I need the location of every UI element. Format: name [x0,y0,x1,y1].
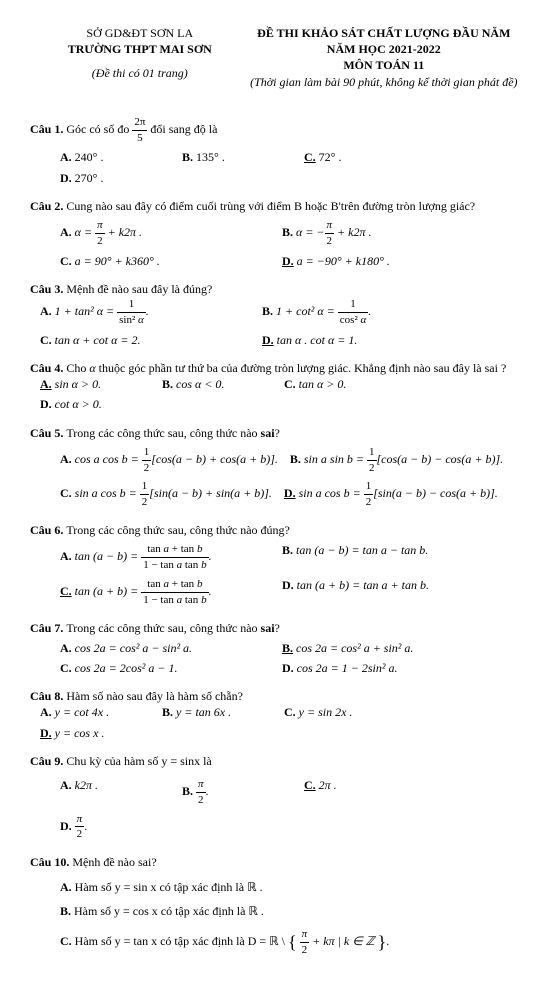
q1-text-a: Góc có số đo [66,122,132,136]
q8-opt-c: C. y = sin 2x . [284,704,394,720]
q7-opt-c: C. cos 2a = 2cos² a − 1. [60,660,270,676]
q1-label: Câu 1. [30,122,66,136]
question-5: Câu 5. Trong các công thức sau, công thứ… [30,425,518,515]
q10-text: Mệnh đề nào sai? [72,855,156,869]
q10-opt-b: B. Hàm số y = cos x có tập xác định là ℝ… [60,903,518,919]
q7-label: Câu 7. [30,621,66,635]
q5-opt-d: D. sin a cos b = 12[sin(a − b) − cos(a +… [284,479,498,510]
q7-opt-b: B. cos 2a = cos² a + sin² a. [282,640,492,656]
q4-opt-a: A. sin α > 0. [40,376,150,392]
q1-opt-a: A. 240° . [60,149,170,165]
q8-text: Hàm số nào sau đây là hàm số chẵn? [66,689,243,703]
province: SỞ GD&ĐT SƠN LA [30,25,250,41]
q7-text-a: Trong các công thức sau, công thức nào [66,621,260,635]
question-4: Câu 4. Cho α thuộc góc phần tư thứ ba củ… [30,360,518,417]
q3-opt-c: C. tan α + cot α = 2. [40,332,250,348]
q1-text-b: đổi sang độ là [150,122,217,136]
q1-opt-d: D. 270° . [60,170,170,186]
q8-opt-d: D. y = cos x . [40,725,150,741]
question-10: Câu 10. Mệnh đề nào sai? A. Hàm số y = s… [30,854,518,957]
q10-label: Câu 10. [30,855,72,869]
exam-title: ĐỀ THI KHẢO SÁT CHẤT LƯỢNG ĐẦU NĂM [250,25,518,41]
q1-fraction: 2π5 [132,115,147,146]
q6-label: Câu 6. [30,523,66,537]
q7-opt-a: A. cos 2a = cos² a − sin² a. [60,640,270,656]
q5-opt-b: B. sin a sin b = 12[cos(a − b) − cos(a +… [290,445,503,476]
q2-opt-b: B. α = −π2 + k2π . [282,218,492,249]
q7-opt-d: D. cos 2a = 1 − 2sin² a. [282,660,492,676]
q2-label: Câu 2. [30,199,66,213]
exam-year: NĂM HỌC 2021-2022 [250,41,518,57]
q5-text-a: Trong các công thức sau, công thức nào [66,426,260,440]
q9-label: Câu 9. [30,754,66,768]
q6-opt-d: D. tan (a + b) = tan a + tan b. [282,577,492,608]
q1-opt-b: B. 135° . [182,149,292,165]
q4-text-a: Cho [66,361,89,375]
question-9: Câu 9. Chu kỳ của hàm số y = sinx là A. … [30,753,518,847]
q4-opt-c: C. tan α > 0. [284,376,394,392]
q6-opt-a: A. tan (a − b) = tan a + tan b1 − tan a … [60,542,270,573]
q8-opt-b: B. y = tan 6x . [162,704,272,720]
q5-label: Câu 5. [30,426,66,440]
q8-label: Câu 8. [30,689,66,703]
q3-opt-d: D. tan α . cot α = 1. [262,332,472,348]
page-note: (Đề thi có 01 trang) [30,65,250,81]
q3-label: Câu 3. [30,282,66,296]
question-6: Câu 6. Trong các công thức sau, công thứ… [30,522,518,612]
q5-opt-a: A. cos a cos b = 12[cos(a − b) + cos(a +… [60,445,278,476]
q5-opt-c: C. sin a cos b = 12[sin(a − b) + sin(a +… [60,479,272,510]
q6-text: Trong các công thức sau, công thức nào đ… [66,523,290,537]
header-right: ĐỀ THI KHẢO SÁT CHẤT LƯỢNG ĐẦU NĂM NĂM H… [250,25,518,90]
header: SỞ GD&ĐT SƠN LA TRƯỜNG THPT MAI SƠN (Đề … [30,25,518,90]
q10-opt-c: C. Hàm số y = tan x có tập xác định là D… [60,927,518,958]
q3-text: Mệnh đề nào sau đây là đúng? [66,282,212,296]
q3-opt-a: A. 1 + tan² α = 1sin² α. [40,297,250,328]
q8-opt-a: A. y = cot 4x . [40,704,150,720]
q9-opt-d: D. π2. [60,812,170,843]
q9-text: Chu kỳ của hàm số y = sinx là [66,754,211,768]
q4-label: Câu 4. [30,361,66,375]
q2-opt-d: D. a = −90° + k180° . [282,253,492,269]
q2-opt-a: A. α = π2 + k2π . [60,218,270,249]
question-3: Câu 3. Mệnh đề nào sau đây là đúng? A. 1… [30,281,518,352]
q9-opt-c: C. 2π . [304,777,414,808]
question-8: Câu 8. Hàm số nào sau đây là hàm số chẵn… [30,688,518,745]
q6-opt-b: B. tan (a − b) = tan a − tan b. [282,542,492,573]
q4-opt-b: B. cos α < 0. [162,376,272,392]
header-left: SỞ GD&ĐT SƠN LA TRƯỜNG THPT MAI SƠN (Đề … [30,25,250,90]
q4-opt-d: D. cot α > 0. [40,396,150,412]
q4-text-b: thuộc góc phần tư thứ ba của đường tròn … [99,361,507,375]
school: TRƯỜNG THPT MAI SƠN [30,41,250,57]
q1-opt-c: C. 72° . [304,149,414,165]
question-2: Câu 2. Cung nào sau đây có điểm cuối trù… [30,198,518,273]
q2-text: Cung nào sau đây có điểm cuối trùng với … [66,199,475,213]
question-7: Câu 7. Trong các công thức sau, công thứ… [30,620,518,681]
q9-opt-a: A. k2π . [60,777,170,808]
q3-opt-b: B. 1 + cot² α = 1cos² α. [262,297,472,328]
exam-subject: MÔN TOÁN 11 [250,57,518,73]
question-1: Câu 1. Góc có số đo 2π5 đổi sang độ là A… [30,115,518,190]
q10-opt-a: A. Hàm số y = sin x có tập xác định là ℝ… [60,879,518,895]
q2-opt-c: C. a = 90° + k360° . [60,253,270,269]
q6-opt-c: C. tan (a + b) = tan a + tan b1 − tan a … [60,577,270,608]
q9-opt-b: B. π2. [182,777,292,808]
exam-time: (Thời gian làm bài 90 phút, không kể thờ… [250,74,518,90]
